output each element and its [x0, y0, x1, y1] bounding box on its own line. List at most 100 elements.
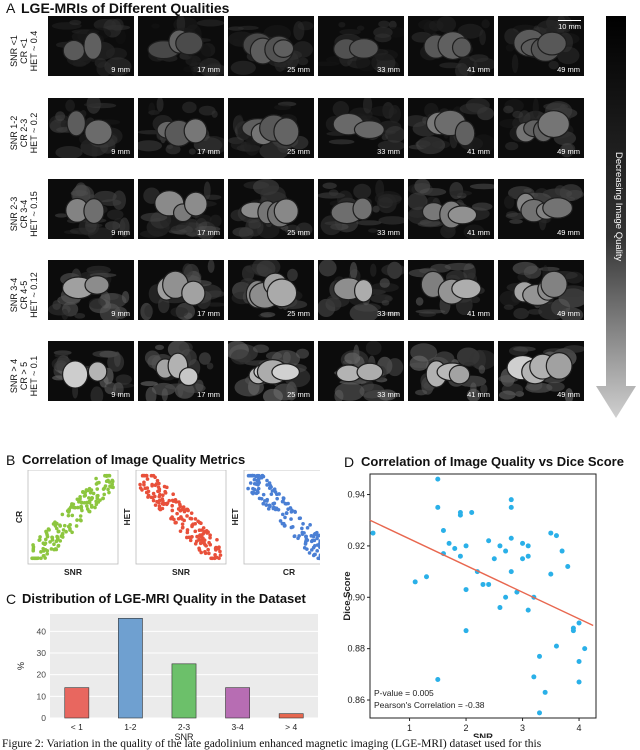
scatter-point — [193, 517, 198, 521]
mri-tissue-blob — [185, 55, 201, 67]
scatter-point — [144, 473, 149, 478]
mri-heart-drawing — [48, 179, 134, 239]
slice-depth-label: 17 mm — [197, 65, 220, 74]
scatter-point — [60, 531, 65, 536]
scatter-point — [70, 513, 75, 518]
mri-row-label-line: HET ~ 0.4 — [29, 30, 39, 72]
mri-heart-drawing — [48, 16, 134, 76]
scatter-point — [66, 524, 71, 529]
scatter-point — [165, 485, 169, 490]
scatter-point — [491, 556, 497, 562]
mri-tissue-blob — [356, 220, 382, 226]
scatter-point — [140, 488, 144, 492]
mri-tissue-blob — [516, 263, 526, 270]
scatter-point — [102, 492, 107, 497]
slice-depth-label: 25 mm — [287, 309, 310, 318]
correlation-plot: SNR CR — [14, 470, 119, 577]
mri-heart-chamber — [545, 352, 573, 380]
mri-slice-image: 17 mm — [138, 179, 224, 239]
slice-depth-label: 33 mm — [377, 390, 400, 399]
mri-tissue-blob — [145, 386, 157, 401]
mri-tissue-blob — [505, 141, 519, 151]
mri-row-label-line: CR 2-3 — [19, 118, 29, 148]
scatter-point — [55, 535, 60, 539]
mri-tissue-blob — [209, 214, 222, 228]
mri-row-label: SNR <1 CR <1 HET ~ 0.4 — [9, 11, 39, 91]
mri-tissue-blob — [503, 105, 514, 114]
mri-row-label-line: CR > 5 — [19, 361, 29, 391]
mri-tissue-blob — [479, 29, 486, 46]
scatter-point — [216, 546, 221, 551]
mri-heart-drawing — [318, 260, 404, 320]
mri-slice-image: 41 mm — [408, 98, 494, 158]
mri-tissue-blob — [378, 20, 390, 28]
x-tick-label: 3-4 — [231, 722, 244, 732]
mri-tissue-blob — [260, 312, 276, 318]
mri-tissue-blob — [107, 352, 125, 372]
scatter-point — [60, 512, 65, 517]
scatter-point — [44, 530, 49, 535]
scatter-point — [157, 487, 162, 492]
scatter-point — [305, 526, 310, 530]
scatter-point — [157, 494, 162, 499]
scatter-point — [246, 473, 251, 478]
scatter-point — [254, 491, 259, 496]
mri-tissue-blob — [196, 19, 224, 27]
scatter-point — [548, 571, 554, 577]
scatter-point — [570, 628, 576, 634]
mri-tissue-blob — [349, 261, 358, 280]
mri-tissue-blob — [415, 309, 446, 314]
bar — [64, 687, 90, 719]
mri-heart-drawing — [138, 341, 224, 401]
scatter-point — [256, 486, 261, 491]
panel-b-scatter-plots: SNR CR SNR HET CR HET — [14, 470, 320, 577]
mri-tissue-blob — [564, 388, 574, 401]
scatter-point — [218, 553, 223, 557]
mri-tissue-blob — [368, 228, 379, 233]
y-tick-label: 0.90 — [347, 592, 365, 602]
mri-tissue-blob — [121, 290, 130, 304]
mri-heart-drawing — [228, 179, 314, 239]
mri-heart-chamber — [84, 119, 113, 146]
scatter-point — [265, 483, 269, 487]
mri-tissue-blob — [151, 23, 160, 29]
mri-tissue-blob — [459, 103, 488, 115]
scatter-point — [58, 524, 63, 528]
mri-tissue-blob — [157, 296, 170, 314]
mri-heart-drawing — [48, 341, 134, 401]
scatter-point — [319, 556, 320, 560]
mri-tissue-blob — [513, 308, 529, 320]
mri-heart-chamber — [540, 270, 568, 299]
mri-slice-image: 33 mm — [318, 16, 404, 76]
scatter-point — [293, 509, 297, 514]
y-tick-label: 20 — [37, 670, 47, 680]
x-tick-label: > 4 — [285, 722, 297, 732]
scatter-point — [62, 523, 67, 528]
mri-tissue-blob — [415, 297, 424, 306]
mri-tissue-blob — [54, 213, 68, 218]
mri-row-label-line: CR 4-5 — [19, 280, 29, 310]
y-tick-label: 0.94 — [347, 490, 365, 500]
mri-tissue-blob — [297, 57, 309, 66]
mri-tissue-blob — [523, 265, 542, 279]
mri-row-label-line: SNR <1 — [9, 35, 19, 67]
scatter-point — [266, 507, 271, 511]
mri-tissue-blob — [334, 382, 365, 401]
scatter-point — [185, 514, 189, 518]
scatter-point — [82, 490, 87, 495]
scatter-point — [167, 498, 172, 503]
slice-depth-label: 17 mm — [197, 228, 220, 237]
slice-depth-label: 49 mm — [557, 147, 580, 156]
scatter-point — [95, 496, 100, 501]
mri-tissue-blob — [408, 192, 428, 211]
scatter-xlabel: CR — [283, 567, 295, 577]
mri-tissue-blob — [295, 222, 313, 237]
scatter-point — [45, 552, 50, 556]
mri-tissue-blob — [415, 389, 428, 396]
scatter-ylabel: HET — [230, 508, 240, 526]
x-tick-label: 3 — [520, 723, 525, 733]
scatter-point — [280, 499, 285, 504]
mri-tissue-blob — [414, 179, 431, 194]
mri-heart-drawing — [48, 98, 134, 158]
mri-tissue-blob — [554, 185, 566, 196]
